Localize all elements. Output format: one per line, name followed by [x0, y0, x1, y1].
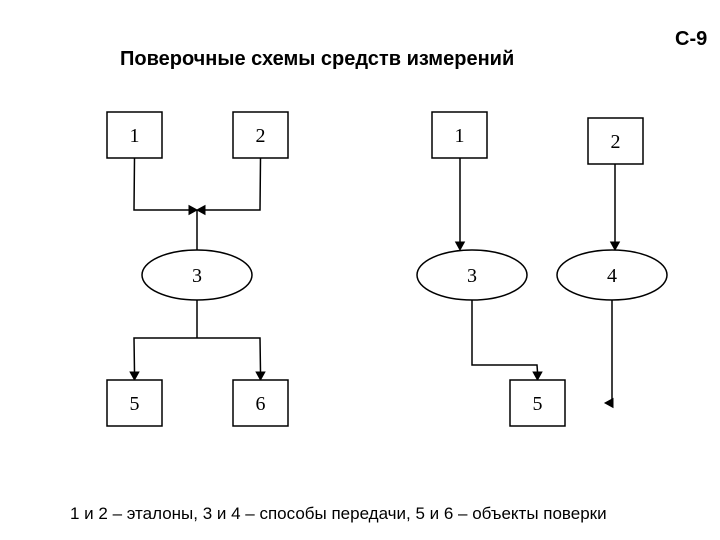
svg-text:6: 6	[256, 393, 266, 415]
svg-text:1: 1	[130, 125, 140, 147]
svg-text:3: 3	[192, 265, 202, 287]
svg-text:3: 3	[467, 265, 477, 287]
svg-text:4: 4	[607, 265, 617, 287]
svg-text:5: 5	[533, 393, 543, 415]
svg-text:5: 5	[130, 393, 140, 415]
svg-text:1: 1	[455, 125, 465, 147]
diagram: 1 2 5 6 3 1 2 5 3 4	[0, 0, 720, 540]
svg-text:2: 2	[256, 125, 266, 147]
svg-text:2: 2	[611, 131, 621, 153]
